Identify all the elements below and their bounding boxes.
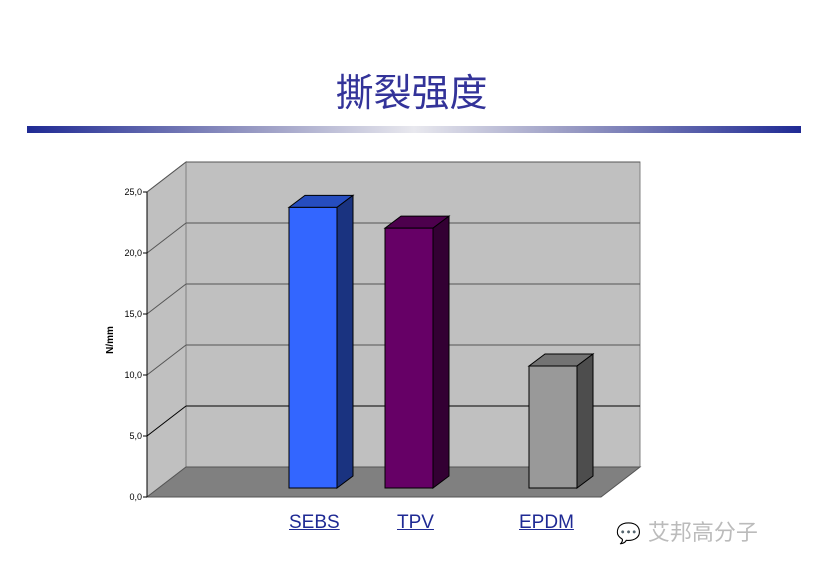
bar-epdm bbox=[528, 365, 578, 489]
bar-tpv bbox=[384, 227, 434, 489]
bar-side-sebs bbox=[336, 194, 354, 489]
y-axis-label: N/mm bbox=[105, 326, 116, 354]
y-tick-label: 15,0 bbox=[124, 309, 142, 319]
y-tick-label: 25,0 bbox=[124, 187, 142, 197]
category-label-tpv[interactable]: TPV bbox=[397, 512, 434, 533]
side-wall bbox=[146, 160, 187, 499]
bar-sebs bbox=[288, 206, 338, 489]
y-tick-label: 10,0 bbox=[124, 370, 142, 380]
y-tick-label: 5,0 bbox=[129, 431, 142, 441]
gridline-side bbox=[146, 161, 187, 193]
watermark-text: 艾邦高分子 bbox=[647, 521, 758, 546]
gridline-side bbox=[146, 283, 187, 315]
bar-side-tpv bbox=[432, 215, 450, 489]
gridline-side bbox=[146, 222, 187, 254]
gridline-side bbox=[146, 344, 187, 376]
category-label-epdm[interactable]: EPDM bbox=[519, 512, 574, 533]
title-divider bbox=[27, 126, 801, 133]
wechat-icon: 💬 bbox=[616, 521, 641, 545]
category-label-sebs[interactable]: SEBS bbox=[289, 512, 340, 533]
slide-title: 撕裂强度 bbox=[335, 71, 488, 115]
y-tick-label: 0,0 bbox=[129, 492, 142, 502]
gridline-side bbox=[146, 405, 187, 437]
bar-side-epdm bbox=[576, 353, 594, 489]
y-tick-label: 20,0 bbox=[124, 248, 142, 258]
watermark-logo: 💬 艾邦高分子 bbox=[616, 515, 758, 547]
